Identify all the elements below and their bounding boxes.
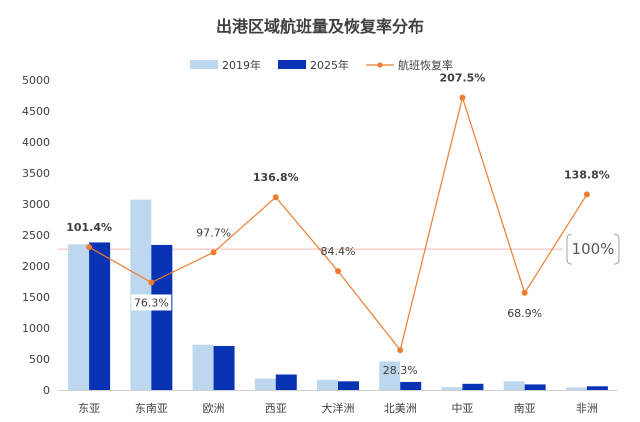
x-tick-label: 非洲 — [576, 402, 598, 415]
y-tick-label: 5000 — [22, 74, 50, 87]
reference-label: 100% — [572, 240, 615, 258]
bar-2019年-北美洲 — [379, 361, 401, 390]
x-tick-label: 东亚 — [78, 402, 100, 415]
bar-2025年-大洋洲 — [338, 381, 359, 390]
chart-title: 出港区域航班量及恢复率分布 — [216, 17, 424, 36]
x-tick-label: 西亚 — [265, 402, 287, 415]
y-tick-label: 1000 — [22, 322, 50, 335]
label-background — [131, 294, 172, 311]
recovery-label-东亚: 101.4% — [66, 221, 112, 234]
y-axis: 0 500 1000 1500 2000 2500 3000 3500 4000 4500 5000 — [22, 74, 50, 397]
recovery-point-北美洲 — [397, 347, 404, 354]
x-axis: 东亚 东南亚 欧洲 西亚 大洋洲 北美洲 中亚 南亚 非洲 — [58, 390, 618, 415]
y-tick-label: 0 — [43, 384, 50, 397]
recovery-label-中亚: 207.5% — [440, 72, 486, 85]
bar-2025年-南亚 — [524, 384, 546, 390]
recovery-point-大洋洲 — [335, 268, 341, 275]
recovery-point-中亚 — [459, 94, 466, 101]
bar-series — [68, 199, 608, 390]
y-tick-label: 1500 — [22, 291, 50, 304]
y-tick-label: 2000 — [22, 260, 50, 273]
recovery-rate-line — [86, 94, 590, 354]
recovery-label-欧洲: 97.7% — [196, 226, 231, 239]
bar-2019年-欧洲 — [192, 344, 214, 390]
bar-2025年-北美洲 — [400, 381, 422, 390]
bar-2025年-东亚 — [89, 242, 111, 390]
x-tick-label: 南亚 — [514, 402, 536, 415]
x-tick-label: 北美洲 — [384, 402, 417, 415]
legend-label-2: 航班恢复率 — [398, 58, 453, 72]
y-tick-label: 3500 — [22, 167, 50, 180]
bar-2019年-东亚 — [68, 244, 90, 390]
bar-2019年-西亚 — [254, 378, 276, 390]
bar-2019年-南亚 — [503, 381, 525, 390]
recovery-label-西亚: 136.8% — [253, 171, 299, 184]
recovery-point-东南亚 — [148, 279, 155, 286]
reference-bracket-right — [613, 233, 620, 265]
recovery-point-欧洲 — [210, 249, 217, 256]
recovery-point-南亚 — [521, 289, 528, 296]
recovery-label-北美洲: 28.3% — [383, 364, 418, 377]
bar-2019年-中亚 — [441, 387, 463, 390]
y-tick-label: 4000 — [22, 136, 50, 149]
recovery-point-东亚 — [86, 244, 93, 251]
y-tick-label: 4500 — [22, 105, 50, 118]
bar-2025年-非洲 — [586, 386, 608, 390]
legend-label-1: 2025年 — [310, 58, 349, 72]
legend-swatch-1 — [278, 60, 306, 69]
x-tick-label: 东南亚 — [135, 402, 168, 415]
recovery-point-西亚 — [272, 194, 279, 201]
recovery-point-非洲 — [583, 191, 590, 198]
y-tick-label: 500 — [29, 353, 50, 366]
bar-2019年-非洲 — [565, 387, 587, 390]
bar-2019年-大洋洲 — [317, 379, 338, 390]
data-labels: 101.4% 76.3% 97.7% 136.8% 84.4% 28.3% 207.5% 68… — [66, 72, 610, 378]
legend-swatch-0 — [190, 60, 218, 69]
y-tick-label: 2500 — [22, 229, 50, 242]
y-tick-label: 3000 — [22, 198, 50, 211]
recovery-label-非洲: 138.8% — [564, 168, 610, 181]
bar-2025年-东南亚 — [151, 244, 173, 390]
x-tick-label: 中亚 — [451, 402, 473, 415]
reference-bracket-left — [566, 233, 573, 265]
legend-label-0: 2019年 — [222, 58, 261, 72]
x-tick-label: 大洋洲 — [322, 401, 355, 415]
recovery-label-大洋洲: 84.4% — [321, 245, 356, 258]
recovery-label-南亚: 68.9% — [507, 307, 542, 320]
bar-2025年-中亚 — [462, 383, 484, 390]
bar-2025年-西亚 — [275, 374, 297, 390]
chart-legend: 2019年 2025年 航班恢复率 — [190, 58, 453, 72]
x-tick-label: 欧洲 — [203, 402, 225, 415]
recovery-label-东南亚: 76.3% — [134, 296, 169, 309]
legend-marker — [377, 62, 383, 68]
bar-2025年-欧洲 — [213, 345, 235, 390]
